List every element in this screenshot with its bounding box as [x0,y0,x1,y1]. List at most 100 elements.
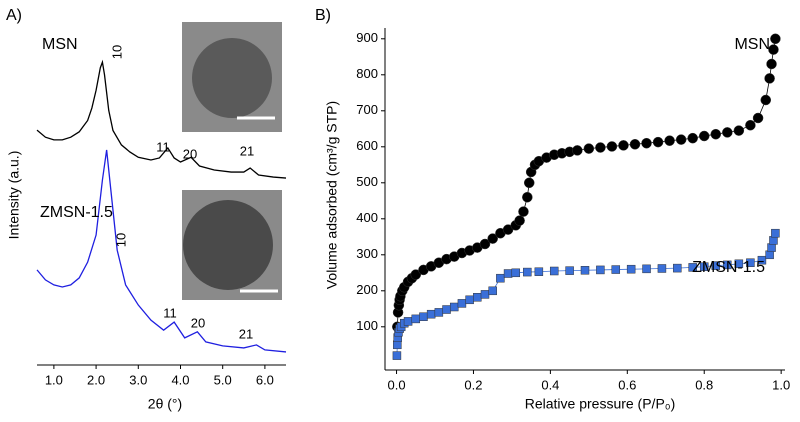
point [769,236,778,245]
point [745,119,756,131]
y-tick-label: 400 [356,210,378,225]
x-axis-label: 2θ (°) [148,396,182,412]
point [596,265,605,275]
series-label: ZMSN-1.5 [40,204,113,221]
point [522,191,533,203]
point [393,340,402,350]
point [687,132,698,144]
x-tick-label: 5.0 [214,372,232,387]
point [523,267,532,277]
point [657,264,667,273]
y-tick-label: 900 [356,30,378,45]
x-tick-label: 1.0 [45,372,63,387]
point [675,134,687,145]
point [487,233,498,244]
point [688,263,697,272]
point [766,58,777,70]
x-tick-label: 3.0 [129,372,147,387]
point [664,135,675,146]
point [764,73,775,84]
point [673,263,682,273]
point [496,273,505,283]
point [760,94,772,106]
point [652,136,664,148]
point [746,258,755,267]
point [392,351,402,360]
point [457,299,467,308]
point [511,268,521,278]
x-tick-label: 1.0 [772,377,790,392]
point [434,308,444,317]
point [642,264,651,274]
series-line [396,38,776,327]
x-tick-label: 0.0 [387,377,405,392]
point [629,139,641,150]
x-axis-label: Relative pressure (P/P₀) [525,396,676,412]
point [565,266,574,275]
y-axis-label: Intensity (a.u.) [6,151,22,240]
peak-label: 20 [183,146,197,161]
y-tick-label: 200 [356,282,378,297]
point [480,290,490,299]
point [698,130,710,142]
peak-label: 20 [191,315,205,330]
series-label: MSN [42,36,78,53]
point [549,266,559,276]
point [449,302,459,312]
point [426,309,436,319]
tem-particle [192,38,272,118]
peak-label: 10 [113,233,128,247]
point [518,206,529,217]
point [465,295,474,305]
y-tick-label: 600 [356,138,378,153]
point [723,260,732,270]
point [523,177,535,189]
point [583,143,595,154]
series-line [36,149,287,353]
point [442,305,451,314]
point [572,145,583,156]
point [734,259,744,269]
panel-label: A) [6,7,22,24]
point [626,264,636,274]
x-tick-label: 0.8 [695,377,713,392]
point [514,215,525,226]
series-line [36,59,287,179]
point [534,267,544,276]
point [641,137,652,149]
point [711,261,721,270]
x-tick-label: 0.2 [464,377,482,392]
y-tick-label: 300 [356,246,378,261]
point [479,238,491,250]
point [473,293,482,302]
x-tick-label: 0.6 [618,377,636,392]
point [765,250,774,260]
series-label: MSN [734,36,770,53]
point [771,228,780,238]
point [733,125,745,136]
point [757,255,767,265]
peak-label: 11 [163,305,177,320]
x-tick-label: 2.0 [87,372,105,387]
point [710,128,722,140]
tem-particle [183,200,273,290]
point [618,140,629,151]
point [767,243,776,252]
point [410,269,422,280]
point [488,286,497,296]
point [411,314,421,324]
peak-label: 21 [239,326,253,341]
peak-label: 21 [240,143,254,158]
point [770,33,781,45]
point [752,112,764,124]
x-tick-label: 6.0 [256,372,274,387]
x-tick-label: 0.4 [541,377,559,392]
y-axis-label: Volume adsorbed (cm³/g STP) [324,101,340,289]
series-label: ZMSN-1.5 [692,259,765,276]
peak-label: 11 [156,139,170,154]
x-tick-label: 4.0 [171,372,189,387]
point [606,141,618,152]
point [419,312,428,321]
peak-label: 10 [109,45,124,59]
y-tick-label: 500 [356,174,378,189]
